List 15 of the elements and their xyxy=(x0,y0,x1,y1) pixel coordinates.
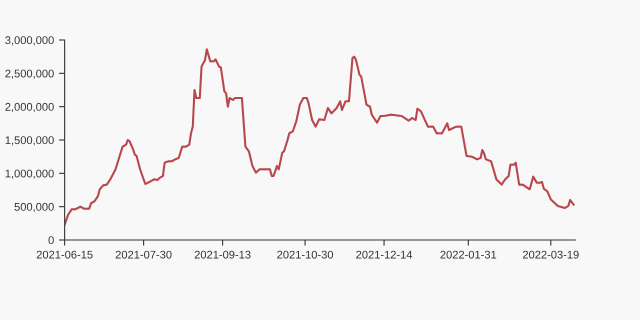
y-tick-label: 3,000,000 xyxy=(5,36,54,46)
x-tick-label: 2021-06-15 xyxy=(36,250,93,259)
y-tick-label: 2,000,000 xyxy=(5,102,54,112)
line-series xyxy=(64,48,575,226)
y-tick-label: 1,000,000 xyxy=(6,170,54,179)
y-tick-label: 2,500,000 xyxy=(5,70,54,79)
y-tick-label: 1,500,000 xyxy=(6,136,54,146)
x-tick-label: 2022-03-19 xyxy=(522,250,579,259)
x-tick-label: 2021-07-30 xyxy=(116,250,172,259)
x-tick-label: 2021-12-14 xyxy=(356,250,412,259)
x-tick-label: 2022-01-31 xyxy=(440,250,496,259)
x-tick-label: 2021-09-13 xyxy=(194,250,251,259)
y-tick-label: 0 xyxy=(48,236,54,244)
x-tick-label: 2021-10-30 xyxy=(277,250,334,259)
y-tick-label: 500,000 xyxy=(14,202,54,212)
